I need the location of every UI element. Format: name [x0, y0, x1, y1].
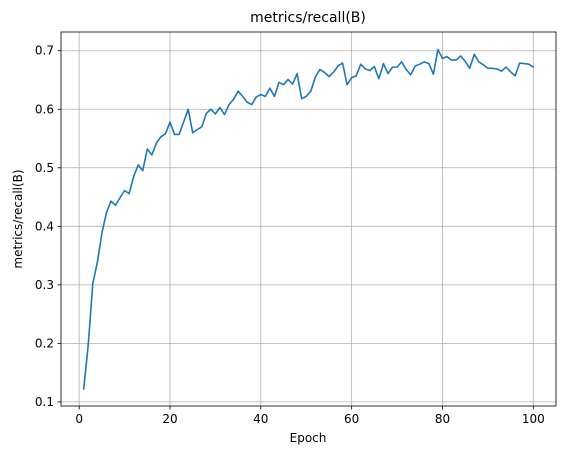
grid-lines: [61, 32, 556, 406]
y-axis-title: metrics/recall(B): [11, 169, 25, 268]
y-tick-label: 0.6: [35, 102, 54, 116]
y-tick-label: 0.3: [35, 278, 54, 292]
y-tick-label: 0.2: [35, 336, 54, 350]
x-axis: 0 20 40 60 80 100: [75, 406, 544, 426]
y-axis: 0.1 0.2 0.3 0.4 0.5 0.6 0.7: [35, 44, 61, 409]
y-tick-label: 0.4: [35, 219, 54, 233]
x-tick-label: 100: [522, 412, 545, 426]
plot-frame: [61, 32, 556, 406]
x-tick-label: 0: [75, 412, 83, 426]
x-axis-title: Epoch: [290, 431, 327, 445]
series-layer: [84, 50, 534, 389]
chart-title: metrics/recall(B): [250, 10, 366, 26]
y-tick-label: 0.1: [35, 395, 54, 409]
x-tick-label: 40: [253, 412, 268, 426]
x-tick-label: 20: [162, 412, 177, 426]
x-tick-label: 80: [435, 412, 450, 426]
y-tick-label: 0.7: [35, 44, 54, 58]
y-tick-label: 0.5: [35, 161, 54, 175]
x-tick-label: 60: [344, 412, 359, 426]
series-line: [84, 50, 534, 389]
